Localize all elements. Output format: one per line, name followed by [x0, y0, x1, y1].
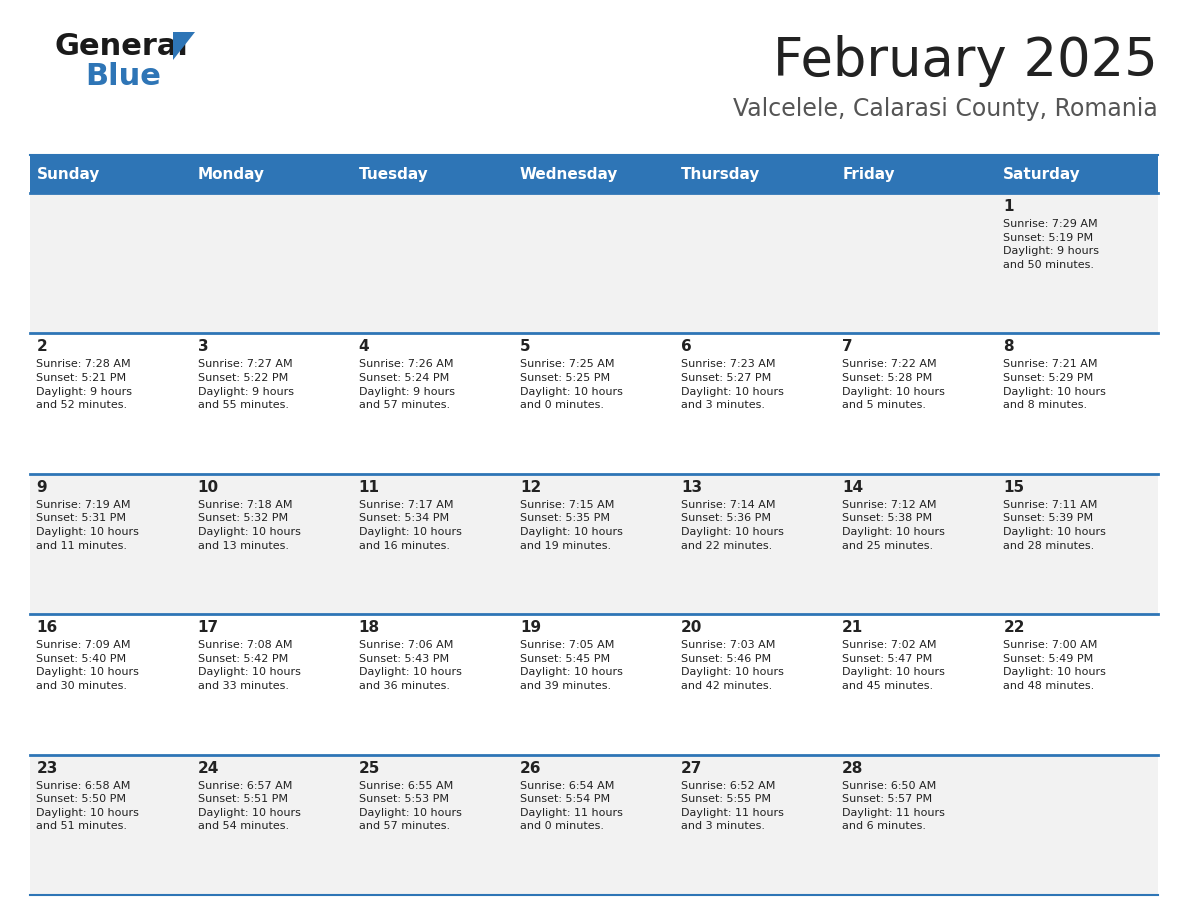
Text: Sunrise: 7:14 AM
Sunset: 5:36 PM
Daylight: 10 hours
and 22 minutes.: Sunrise: 7:14 AM Sunset: 5:36 PM Dayligh… [681, 499, 784, 551]
Text: 21: 21 [842, 621, 864, 635]
Text: Sunrise: 7:05 AM
Sunset: 5:45 PM
Daylight: 10 hours
and 39 minutes.: Sunrise: 7:05 AM Sunset: 5:45 PM Dayligh… [520, 640, 623, 691]
Text: Sunrise: 6:57 AM
Sunset: 5:51 PM
Daylight: 10 hours
and 54 minutes.: Sunrise: 6:57 AM Sunset: 5:51 PM Dayligh… [197, 780, 301, 832]
Text: 11: 11 [359, 480, 380, 495]
Text: 13: 13 [681, 480, 702, 495]
Text: 20: 20 [681, 621, 702, 635]
Text: Friday: Friday [842, 166, 895, 182]
Text: 2: 2 [37, 340, 48, 354]
Text: February 2025: February 2025 [773, 35, 1158, 87]
Text: Sunrise: 6:54 AM
Sunset: 5:54 PM
Daylight: 11 hours
and 0 minutes.: Sunrise: 6:54 AM Sunset: 5:54 PM Dayligh… [520, 780, 623, 832]
Text: 26: 26 [520, 761, 542, 776]
Text: Sunrise: 7:21 AM
Sunset: 5:29 PM
Daylight: 10 hours
and 8 minutes.: Sunrise: 7:21 AM Sunset: 5:29 PM Dayligh… [1004, 360, 1106, 410]
Text: Thursday: Thursday [681, 166, 760, 182]
Text: 8: 8 [1004, 340, 1013, 354]
Text: 3: 3 [197, 340, 208, 354]
Text: 23: 23 [37, 761, 58, 776]
Text: Sunrise: 7:00 AM
Sunset: 5:49 PM
Daylight: 10 hours
and 48 minutes.: Sunrise: 7:00 AM Sunset: 5:49 PM Dayligh… [1004, 640, 1106, 691]
Text: Sunrise: 7:18 AM
Sunset: 5:32 PM
Daylight: 10 hours
and 13 minutes.: Sunrise: 7:18 AM Sunset: 5:32 PM Dayligh… [197, 499, 301, 551]
Text: 28: 28 [842, 761, 864, 776]
Text: Sunrise: 7:15 AM
Sunset: 5:35 PM
Daylight: 10 hours
and 19 minutes.: Sunrise: 7:15 AM Sunset: 5:35 PM Dayligh… [520, 499, 623, 551]
Text: Sunrise: 7:12 AM
Sunset: 5:38 PM
Daylight: 10 hours
and 25 minutes.: Sunrise: 7:12 AM Sunset: 5:38 PM Dayligh… [842, 499, 944, 551]
Text: Sunrise: 6:55 AM
Sunset: 5:53 PM
Daylight: 10 hours
and 57 minutes.: Sunrise: 6:55 AM Sunset: 5:53 PM Dayligh… [359, 780, 462, 832]
Bar [30, 155, 1158, 193]
Text: 17: 17 [197, 621, 219, 635]
Text: 7: 7 [842, 340, 853, 354]
Text: Blue: Blue [86, 62, 160, 91]
Text: Sunday: Sunday [37, 166, 100, 182]
Text: Sunrise: 7:19 AM
Sunset: 5:31 PM
Daylight: 10 hours
and 11 minutes.: Sunrise: 7:19 AM Sunset: 5:31 PM Dayligh… [37, 499, 139, 551]
Text: Valcelele, Calarasi County, Romania: Valcelele, Calarasi County, Romania [733, 97, 1158, 121]
Text: Sunrise: 7:23 AM
Sunset: 5:27 PM
Daylight: 10 hours
and 3 minutes.: Sunrise: 7:23 AM Sunset: 5:27 PM Dayligh… [681, 360, 784, 410]
Text: Monday: Monday [197, 166, 265, 182]
Bar [30, 755, 1158, 895]
Text: 25: 25 [359, 761, 380, 776]
Text: Sunrise: 6:50 AM
Sunset: 5:57 PM
Daylight: 11 hours
and 6 minutes.: Sunrise: 6:50 AM Sunset: 5:57 PM Dayligh… [842, 780, 944, 832]
Text: Tuesday: Tuesday [359, 166, 429, 182]
Bar [30, 333, 1158, 474]
Bar [30, 193, 1158, 333]
Bar [30, 474, 1158, 614]
Text: 22: 22 [1004, 621, 1025, 635]
Text: 14: 14 [842, 480, 864, 495]
Text: 5: 5 [520, 340, 531, 354]
Text: General: General [55, 32, 189, 61]
Text: Sunrise: 7:17 AM
Sunset: 5:34 PM
Daylight: 10 hours
and 16 minutes.: Sunrise: 7:17 AM Sunset: 5:34 PM Dayligh… [359, 499, 462, 551]
Text: Sunrise: 7:08 AM
Sunset: 5:42 PM
Daylight: 10 hours
and 33 minutes.: Sunrise: 7:08 AM Sunset: 5:42 PM Dayligh… [197, 640, 301, 691]
Text: 16: 16 [37, 621, 58, 635]
Text: Sunrise: 7:03 AM
Sunset: 5:46 PM
Daylight: 10 hours
and 42 minutes.: Sunrise: 7:03 AM Sunset: 5:46 PM Dayligh… [681, 640, 784, 691]
Text: Sunrise: 7:22 AM
Sunset: 5:28 PM
Daylight: 10 hours
and 5 minutes.: Sunrise: 7:22 AM Sunset: 5:28 PM Dayligh… [842, 360, 944, 410]
Text: Sunrise: 7:25 AM
Sunset: 5:25 PM
Daylight: 10 hours
and 0 minutes.: Sunrise: 7:25 AM Sunset: 5:25 PM Dayligh… [520, 360, 623, 410]
Text: 9: 9 [37, 480, 48, 495]
Text: 1: 1 [1004, 199, 1013, 214]
Text: 18: 18 [359, 621, 380, 635]
Text: 27: 27 [681, 761, 702, 776]
Text: Sunrise: 6:58 AM
Sunset: 5:50 PM
Daylight: 10 hours
and 51 minutes.: Sunrise: 6:58 AM Sunset: 5:50 PM Dayligh… [37, 780, 139, 832]
Text: Sunrise: 7:28 AM
Sunset: 5:21 PM
Daylight: 9 hours
and 52 minutes.: Sunrise: 7:28 AM Sunset: 5:21 PM Dayligh… [37, 360, 132, 410]
Text: Sunrise: 7:29 AM
Sunset: 5:19 PM
Daylight: 9 hours
and 50 minutes.: Sunrise: 7:29 AM Sunset: 5:19 PM Dayligh… [1004, 219, 1099, 270]
Text: 24: 24 [197, 761, 219, 776]
Text: 6: 6 [681, 340, 691, 354]
Text: Sunrise: 7:09 AM
Sunset: 5:40 PM
Daylight: 10 hours
and 30 minutes.: Sunrise: 7:09 AM Sunset: 5:40 PM Dayligh… [37, 640, 139, 691]
Text: 4: 4 [359, 340, 369, 354]
Text: 19: 19 [520, 621, 541, 635]
Text: Sunrise: 7:26 AM
Sunset: 5:24 PM
Daylight: 9 hours
and 57 minutes.: Sunrise: 7:26 AM Sunset: 5:24 PM Dayligh… [359, 360, 455, 410]
Text: Sunrise: 7:11 AM
Sunset: 5:39 PM
Daylight: 10 hours
and 28 minutes.: Sunrise: 7:11 AM Sunset: 5:39 PM Dayligh… [1004, 499, 1106, 551]
Text: Saturday: Saturday [1004, 166, 1081, 182]
Text: Sunrise: 6:52 AM
Sunset: 5:55 PM
Daylight: 11 hours
and 3 minutes.: Sunrise: 6:52 AM Sunset: 5:55 PM Dayligh… [681, 780, 784, 832]
Text: Wednesday: Wednesday [520, 166, 618, 182]
Text: 12: 12 [520, 480, 541, 495]
Text: 15: 15 [1004, 480, 1024, 495]
Text: Sunrise: 7:27 AM
Sunset: 5:22 PM
Daylight: 9 hours
and 55 minutes.: Sunrise: 7:27 AM Sunset: 5:22 PM Dayligh… [197, 360, 293, 410]
Polygon shape [173, 32, 195, 60]
Text: Sunrise: 7:06 AM
Sunset: 5:43 PM
Daylight: 10 hours
and 36 minutes.: Sunrise: 7:06 AM Sunset: 5:43 PM Dayligh… [359, 640, 462, 691]
Text: 10: 10 [197, 480, 219, 495]
Text: Sunrise: 7:02 AM
Sunset: 5:47 PM
Daylight: 10 hours
and 45 minutes.: Sunrise: 7:02 AM Sunset: 5:47 PM Dayligh… [842, 640, 944, 691]
Bar [30, 614, 1158, 755]
